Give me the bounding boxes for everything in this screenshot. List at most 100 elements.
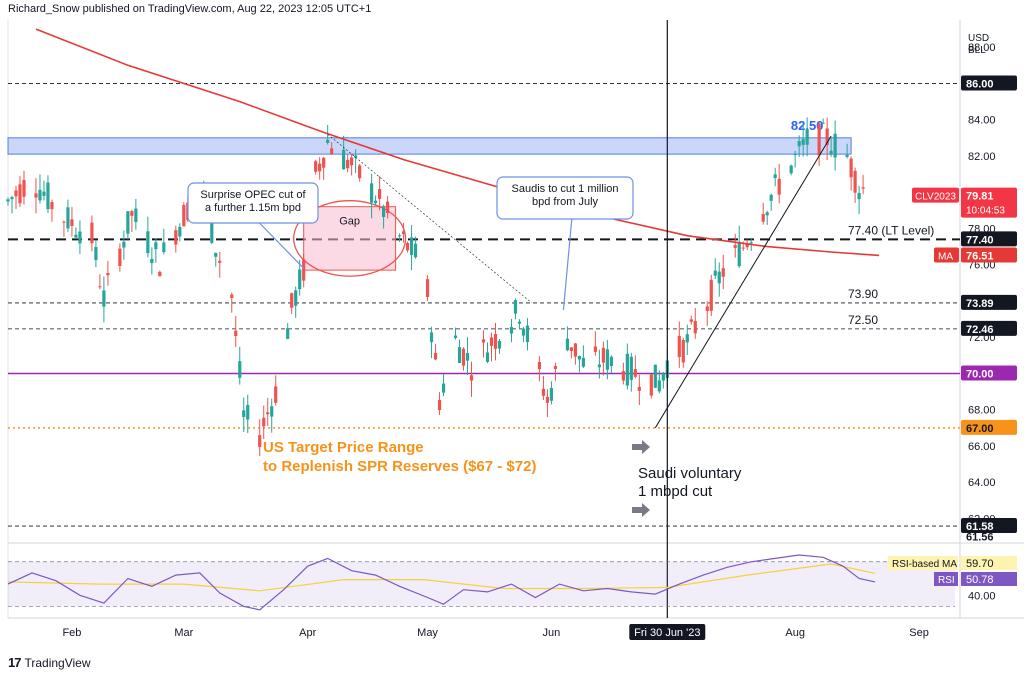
candle-body [633,369,637,377]
opec-callout-box [187,182,319,224]
rsi-value: 50.78 [966,574,994,586]
candle-body [346,159,350,169]
axis-label-dark-bg [961,231,1017,247]
gap-circle [293,200,407,277]
date-tag: Fri 30 Jun '23 [634,627,700,639]
ma-tag: MA [938,251,953,262]
candle-body [118,248,122,266]
candle-body [162,242,166,253]
candle-body [441,383,446,393]
candle-body [509,326,514,334]
candle-body [150,258,154,264]
candle-body [825,128,829,146]
candle-body [218,260,222,263]
rsi-line [7,554,876,611]
candle-body [18,184,22,204]
rsi-tag: RSI [938,575,955,586]
candle-body [154,242,158,250]
candle-body [94,247,98,261]
candle-body [126,211,130,234]
candle-body [258,435,262,448]
candle-body [553,366,558,369]
countdown-tag: 10:04:53 [966,206,1005,217]
candle-body [314,161,318,172]
rsi-tick-label: 40.00 [968,590,996,602]
candle-body [525,325,530,343]
axis-label-dark-bg [961,75,1017,91]
x-tick-label: Mar [174,627,193,639]
candle-body [481,339,486,343]
x-tick-label: May [417,627,438,639]
attribution-text: Richard_Snow published on TradingView.co… [8,3,372,15]
candle-body [354,155,358,158]
candle-body [106,273,110,276]
candle-body [577,355,581,360]
candle-body [214,252,218,257]
level-annotation: 73.90 [848,287,878,301]
rsi-ma-line [7,563,876,592]
tradingview-logo-icon: 17 [8,655,22,670]
candle-body [405,242,410,251]
saudi-callout-text: bpd from July [532,196,599,208]
tradingview-logo[interactable]: 17 TradingView [8,655,91,670]
candle-body [70,219,74,226]
candle-body [789,165,793,174]
candle-body [62,221,66,223]
y-tick-label: 66.00 [968,441,996,453]
candle-body [34,193,38,198]
y-tick-label: 68.00 [968,405,996,417]
candle-body [485,352,490,362]
candle-body [721,268,725,277]
candle-body [409,237,414,256]
x-tick-label: Feb [62,627,81,639]
candle-body [521,328,526,336]
candle-body [457,347,462,364]
candle-body [537,361,542,370]
candle-body [374,200,378,204]
candle-body [573,343,578,357]
candle-body [685,334,689,343]
candle-body [817,123,821,156]
symbol-tag: CLV2023 [915,192,956,203]
candle-body [829,150,833,155]
candle-body [465,352,470,361]
candle-body [453,335,458,338]
symbol-tag-bg [912,187,959,203]
candle-body [246,405,250,420]
candle-body [469,375,474,381]
rsi-ma-value: 59.70 [966,558,994,570]
candle-body [769,194,773,201]
candle-body [653,364,657,388]
axis-label-purple-bg [961,365,1017,381]
axis-label-orange: 67.00 [966,423,994,435]
candle-body [342,149,346,170]
candle-body [625,353,629,386]
rsi-ma-tag-bg [888,556,958,570]
candle-body [294,290,298,306]
candle-body [649,374,653,396]
candle-body [857,192,861,200]
axis-label-orange-bg [961,419,1017,435]
candle-body [541,388,546,396]
candle-body [429,332,434,343]
candle-body [629,356,633,380]
ma-value: 76.51 [966,250,994,262]
candle-body [741,247,745,249]
x-tick-label: Sep [909,627,929,639]
candle-body [693,320,697,334]
date-tag-bg [629,624,706,640]
candle-body [517,321,522,324]
axis-label-dark: 72.46 [966,324,994,336]
opec-callout-pointer [259,222,305,269]
downtrend-line [327,133,532,303]
candle-body [745,243,749,248]
candle-body [461,348,466,366]
candle-body [326,139,330,143]
candle-body [713,270,717,276]
axis-label-dark: 73.89 [966,298,994,310]
axis-label-dark: 86.00 [966,78,994,90]
candle-body [833,133,837,158]
gap-box [303,206,397,271]
candle-body [266,412,270,415]
